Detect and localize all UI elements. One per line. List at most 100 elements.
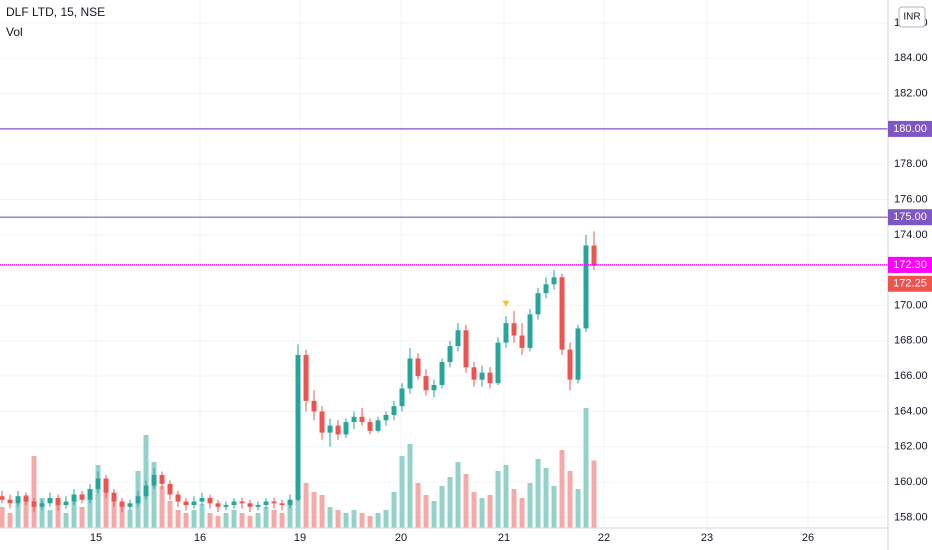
volume-bar <box>335 510 341 528</box>
volume-bar <box>31 456 37 528</box>
candle-body <box>47 497 53 504</box>
candle-body <box>519 335 525 348</box>
candle-body <box>127 503 133 507</box>
candle-body <box>199 497 205 502</box>
volume-bar <box>479 498 485 528</box>
x-tick-label: 22 <box>598 532 610 544</box>
signal-marker <box>502 300 510 307</box>
volume-bar <box>423 495 429 528</box>
candle-body <box>39 503 45 507</box>
candle-body <box>0 496 5 500</box>
volume-bar <box>207 513 213 528</box>
volume-bar <box>79 507 85 528</box>
candle-body <box>215 503 221 507</box>
volume-bar <box>319 495 325 528</box>
volume-bar <box>127 510 133 528</box>
price-tag-label: 172.30 <box>893 259 927 271</box>
candle-body <box>151 475 157 486</box>
price-tag <box>888 256 932 273</box>
price-tag <box>888 120 932 137</box>
candle-body <box>503 323 509 343</box>
volume-bar <box>375 513 381 528</box>
candle-layer <box>0 231 597 513</box>
volume-bar <box>399 456 405 528</box>
volume-bar <box>247 516 253 528</box>
volume-bar <box>159 486 165 528</box>
volume-bar <box>55 504 61 528</box>
volume-bar <box>567 471 573 528</box>
volume-bar <box>111 495 117 528</box>
candle-body <box>407 358 413 389</box>
candle-body <box>15 496 21 504</box>
volume-bar <box>95 465 101 528</box>
candle-body <box>423 376 429 391</box>
candle-body <box>31 501 37 507</box>
line-layer <box>0 128 888 266</box>
candle-body <box>255 505 261 507</box>
candle-body <box>367 422 373 431</box>
candle-body <box>159 475 165 484</box>
candle-body <box>495 342 501 384</box>
volume-bar <box>583 408 589 528</box>
volume-bar <box>351 510 357 528</box>
y-tick-label: 170.00 <box>894 299 928 311</box>
candle-body <box>543 284 549 294</box>
candle-body <box>191 501 197 506</box>
volume-bar <box>447 477 453 528</box>
candle-body <box>87 489 93 500</box>
candle-body <box>487 372 493 384</box>
volume-bar <box>279 513 285 528</box>
candle-body <box>463 330 469 368</box>
x-tick-label: 21 <box>498 532 510 544</box>
candle-body <box>567 349 573 380</box>
currency[interactable]: INR <box>903 12 920 23</box>
candle-body <box>303 354 309 401</box>
candle-body <box>439 362 445 385</box>
candle-body <box>7 499 13 504</box>
volume-bar <box>103 483 109 528</box>
candle-body <box>23 496 29 502</box>
candle-body <box>399 388 405 407</box>
y-tick-label: 164.00 <box>894 405 928 417</box>
candle-body <box>343 422 349 435</box>
x-tick-label: 19 <box>294 532 306 544</box>
volume-bar <box>415 483 421 528</box>
volume-bar <box>191 510 197 528</box>
volume-bar <box>367 516 373 528</box>
candle-body <box>447 346 453 363</box>
candle-body <box>319 411 325 433</box>
candle-body <box>135 496 141 504</box>
volume-bar <box>287 501 293 528</box>
y-tick-label: 182.00 <box>894 87 928 99</box>
volume-bar <box>495 471 501 528</box>
candle-body <box>239 501 245 504</box>
candle-body <box>55 497 61 506</box>
candle-body <box>391 406 397 415</box>
volume-bar <box>487 495 493 528</box>
volume-bar <box>327 507 333 528</box>
last-price-label: 172.25 <box>893 278 927 290</box>
currency-box[interactable] <box>898 6 926 28</box>
candle-body <box>271 501 277 504</box>
price-tag-label: 175.00 <box>893 211 927 223</box>
volume-bar <box>23 495 29 528</box>
candle-body <box>335 425 341 435</box>
candle-body <box>279 503 285 506</box>
volume-bar <box>215 516 221 528</box>
volume-bar <box>71 501 77 528</box>
volume-bar <box>303 483 309 528</box>
candle-body <box>575 328 581 380</box>
candle-body <box>479 372 485 380</box>
candle-body <box>63 501 69 506</box>
volume-bar <box>39 498 45 528</box>
candle-body <box>583 245 589 329</box>
y-tick-label: 168.00 <box>894 335 928 347</box>
candle-body <box>175 494 181 502</box>
volume-bar <box>591 460 597 528</box>
volume-bar <box>7 513 13 528</box>
volume-bar <box>511 489 517 528</box>
volume-bar <box>439 486 445 528</box>
candle-body <box>311 400 317 412</box>
candle-body <box>95 478 101 490</box>
